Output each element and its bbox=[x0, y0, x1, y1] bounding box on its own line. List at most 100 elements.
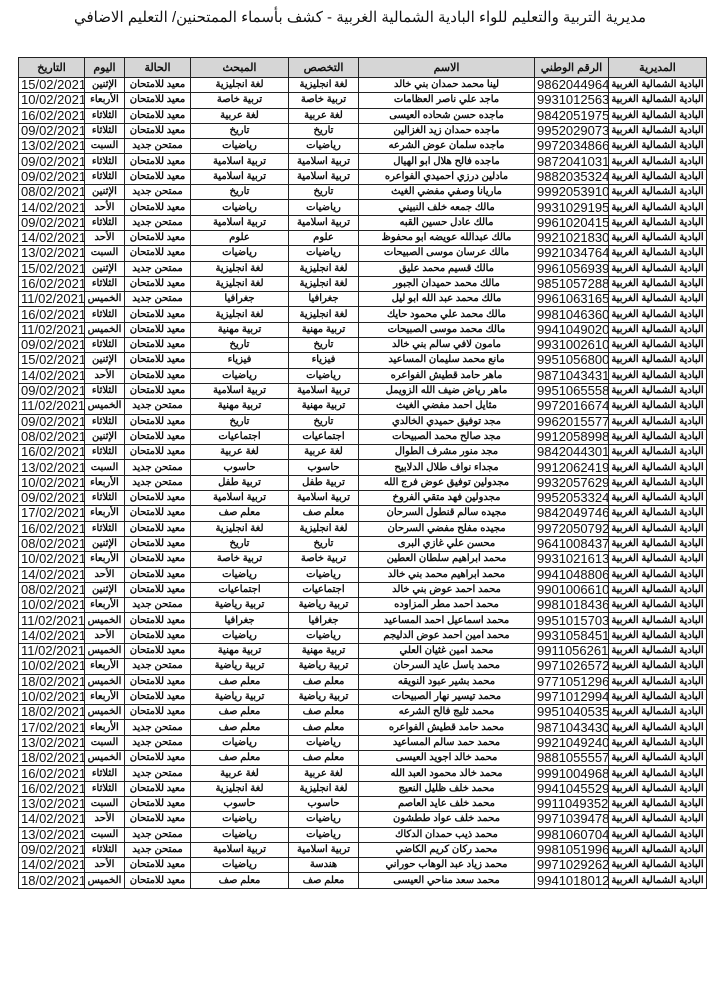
table-row: البادية الشمالية الغربية 9992053910 ماريان… bbox=[18, 184, 707, 201]
directorate-cell: البادية الشمالية الغربية bbox=[608, 459, 707, 476]
status-cell: معيد للامتحان bbox=[124, 581, 191, 599]
status-cell: معيد للامتحان bbox=[124, 535, 191, 553]
name-cell: محمد خلف ظليل النعيج bbox=[358, 780, 535, 797]
national-id-cell: 9931029195 bbox=[534, 199, 609, 216]
directorate-cell: البادية الشمالية الغربية bbox=[608, 658, 707, 675]
day-cell: السبت bbox=[84, 138, 125, 155]
day-cell: الخميس bbox=[84, 750, 125, 767]
date-cell: 08/02/2021 bbox=[18, 184, 85, 201]
name-cell: مجد منور مشرف الطوال bbox=[358, 444, 535, 461]
specialization-cell: حاسوب bbox=[288, 459, 359, 476]
name-cell: مجداء نواف طلال الدلابيح bbox=[358, 459, 535, 476]
header-date: التاريخ bbox=[18, 57, 85, 78]
date-cell: 11/02/2021 bbox=[18, 321, 85, 339]
subject-cell: تاريخ bbox=[190, 535, 289, 553]
subject-cell: حاسوب bbox=[190, 459, 289, 476]
date-cell: 13/02/2021 bbox=[18, 826, 85, 843]
national-id-cell: 9971026572 bbox=[534, 658, 609, 675]
name-cell: ماهر رياض ضيف الله الزويمل bbox=[358, 382, 535, 400]
status-cell: معيد للامتحان bbox=[124, 490, 191, 507]
table-row: البادية الشمالية الغربية 9971029262 محمد ز… bbox=[18, 857, 707, 874]
subject-cell: رياضيات bbox=[190, 138, 289, 155]
directorate-cell: البادية الشمالية الغربية bbox=[608, 367, 707, 384]
name-cell: مالك محمد علي محمود حايك bbox=[358, 306, 535, 323]
name-cell: مادلين درزي احميدي الفواعره bbox=[358, 168, 535, 186]
status-cell: معيد للامتحان bbox=[124, 76, 191, 94]
national-id-cell: 9911049352 bbox=[534, 795, 609, 813]
specialization-cell: تاريخ bbox=[288, 184, 359, 201]
name-cell: ماجد علي ناصر العظامات bbox=[358, 92, 535, 109]
name-cell: محمد خلف عايد العاصم bbox=[358, 795, 535, 813]
national-id-cell: 9851057288 bbox=[534, 275, 609, 293]
subject-cell: رياضيات bbox=[190, 857, 289, 874]
day-cell: الأربعاء bbox=[84, 688, 125, 706]
directorate-cell: البادية الشمالية الغربية bbox=[608, 642, 707, 660]
name-cell: لينا محمد حمدان بني خالد bbox=[358, 76, 535, 94]
status-cell: معيد للامتحان bbox=[124, 811, 191, 828]
day-cell: الثلاثاء bbox=[84, 306, 125, 323]
national-id-cell: 9941045529 bbox=[534, 780, 609, 797]
national-id-cell: 9972016674 bbox=[534, 398, 609, 415]
specialization-cell: لغة عربية bbox=[288, 765, 359, 782]
status-cell: معيد للامتحان bbox=[124, 551, 191, 568]
table-row: البادية الشمالية الغربية 9952053324 مجدولي… bbox=[18, 490, 707, 507]
status-cell: معيد للامتحان bbox=[124, 505, 191, 522]
status-cell: ممتحن جديد bbox=[124, 734, 191, 752]
table-row: البادية الشمالية الغربية 9872041031 ماجده … bbox=[18, 153, 707, 170]
directorate-cell: البادية الشمالية الغربية bbox=[608, 857, 707, 874]
directorate-cell: البادية الشمالية الغربية bbox=[608, 444, 707, 461]
table-row: البادية الشمالية الغربية 9771051296 محمد ب… bbox=[18, 673, 707, 690]
subject-cell: تاريخ bbox=[190, 122, 289, 140]
name-cell: مجد توفيق حميدي الخالدي bbox=[358, 413, 535, 430]
specialization-cell: رياضيات bbox=[288, 199, 359, 216]
date-cell: 14/02/2021 bbox=[18, 566, 85, 583]
national-id-cell: 9971029262 bbox=[534, 857, 609, 874]
directorate-cell: البادية الشمالية الغربية bbox=[608, 428, 707, 446]
subject-cell: رياضيات bbox=[190, 367, 289, 384]
status-cell: ممتحن جديد bbox=[124, 260, 191, 277]
specialization-cell: تربية اسلامية bbox=[288, 168, 359, 186]
date-cell: 11/02/2021 bbox=[18, 398, 85, 415]
name-cell: محمد احمد عوض بني خالد bbox=[358, 581, 535, 599]
status-cell: معيد للامتحان bbox=[124, 566, 191, 583]
date-cell: 16/02/2021 bbox=[18, 107, 85, 124]
subject-cell: لغة عربية bbox=[190, 107, 289, 124]
table-row: البادية الشمالية الغربية 9912058998 مجد صا… bbox=[18, 428, 707, 446]
date-cell: 08/02/2021 bbox=[18, 581, 85, 599]
directorate-cell: البادية الشمالية الغربية bbox=[608, 673, 707, 690]
specialization-cell: لغة عربية bbox=[288, 444, 359, 461]
day-cell: الإثنين bbox=[84, 184, 125, 201]
name-cell: محمد زياد عبد الوهاب حوراني bbox=[358, 857, 535, 874]
day-cell: السبت bbox=[84, 459, 125, 476]
status-cell: ممتحن جديد bbox=[124, 214, 191, 231]
table-row: البادية الشمالية الغربية 9941018012 محمد س… bbox=[18, 872, 707, 889]
name-cell: مالك عرسان موسى الصبيحات bbox=[358, 245, 535, 262]
date-cell: 11/02/2021 bbox=[18, 291, 85, 308]
status-cell: ممتحن جديد bbox=[124, 184, 191, 201]
day-cell: الخميس bbox=[84, 673, 125, 690]
header-day: اليوم bbox=[84, 57, 125, 78]
national-id-cell: 9951056800 bbox=[534, 352, 609, 369]
subject-cell: لغة انجليزية bbox=[190, 780, 289, 797]
day-cell: الثلاثاء bbox=[84, 214, 125, 231]
table-row: البادية الشمالية الغربية 9882035324 مادلين… bbox=[18, 168, 707, 186]
status-cell: معيد للامتحان bbox=[124, 168, 191, 186]
status-cell: معيد للامتحان bbox=[124, 688, 191, 706]
date-cell: 09/02/2021 bbox=[18, 153, 85, 170]
date-cell: 10/02/2021 bbox=[18, 92, 85, 109]
status-cell: ممتحن جديد bbox=[124, 597, 191, 614]
day-cell: الأربعاء bbox=[84, 658, 125, 675]
name-cell: مجيده مفلح مفضي السرحان bbox=[358, 520, 535, 537]
day-cell: الخميس bbox=[84, 612, 125, 629]
day-cell: الأحد bbox=[84, 367, 125, 384]
national-id-cell: 9871043430 bbox=[534, 719, 609, 736]
status-cell: معيد للامتحان bbox=[124, 107, 191, 124]
date-cell: 16/02/2021 bbox=[18, 520, 85, 537]
specialization-cell: تربية خاصة bbox=[288, 551, 359, 568]
subject-cell: تربية اسلامية bbox=[190, 382, 289, 400]
national-id-cell: 9952053324 bbox=[534, 490, 609, 507]
subject-cell: رياضيات bbox=[190, 245, 289, 262]
name-cell: مالك قسيم محمد عليق bbox=[358, 260, 535, 277]
subject-cell: تربية مهنية bbox=[190, 642, 289, 660]
day-cell: السبت bbox=[84, 795, 125, 813]
